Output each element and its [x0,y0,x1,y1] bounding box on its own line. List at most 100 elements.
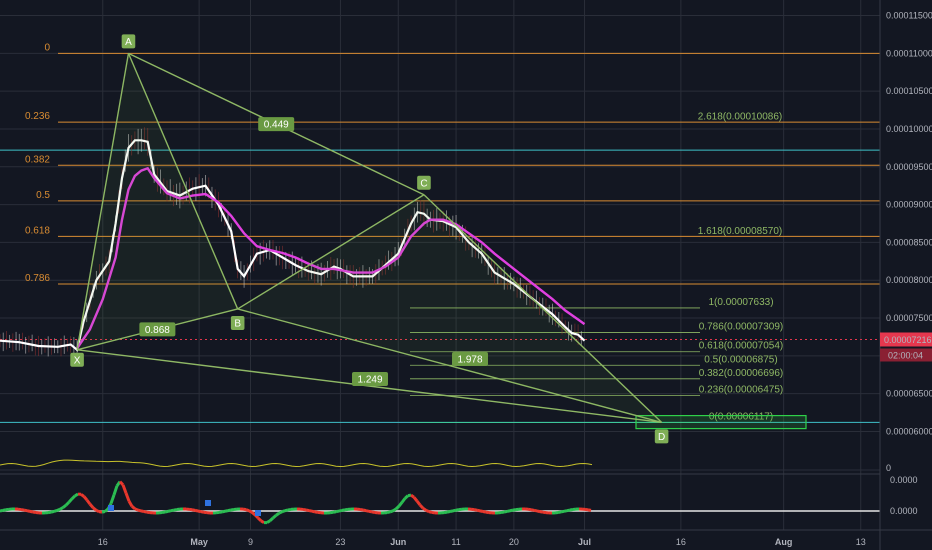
d-projection-label: 1(0.00007633) [708,297,773,308]
oscillator-segment [227,508,232,513]
ratio-label-bg [352,372,388,386]
time-axis-tick: Jun [390,537,406,547]
oscillator-panel: 0.0000 0.0000 [0,473,918,525]
point-label-x[interactable]: X [70,352,84,367]
oscillator-segment [23,508,28,513]
pattern-leg-xd[interactable] [76,349,662,424]
price-axis-tick: 0.00006000 [886,426,932,436]
d-projection-label: 0.236(0.00006475) [699,385,784,396]
d-projection-label: 0(0.00006117) [709,412,773,423]
oscillator-segment [88,503,95,509]
oscillator-segment [95,508,100,514]
oscillator-segment [82,495,89,502]
oscillator-segment [509,508,514,513]
oscillator-segment [359,508,364,512]
oscillator-segment [53,509,58,513]
oscillator-axis-tick: 0.0000 [890,506,918,516]
current-price-tag-text: 0.00007216 [884,335,932,345]
point-label-b-text: B [234,318,241,329]
pattern-leg-bd[interactable] [237,308,662,424]
oscillator-segment [425,508,430,514]
oscillator-marker [205,500,211,506]
oscillator-segment [137,508,142,513]
pattern-leg-ab[interactable] [127,53,239,310]
oscillator-segment [85,499,92,505]
fib-retracement[interactable]: 0 0.236 0.382 0.5 0.618 0.786 2.618(0.00010086… [0,42,880,423]
oscillator-segment [191,508,196,512]
ratio-label-text: 0.449 [264,120,289,131]
oscillator-segment [140,509,145,514]
oscillator-segment [271,514,278,520]
oscillator-segment [455,508,460,512]
countdown-tag-text: 02:00:04 [888,350,923,360]
pattern-leg-xa[interactable] [76,53,130,350]
oscillator-segment [332,510,337,514]
d-projection-levels[interactable]: 1(0.00007633) 0.786(0.00007309) 0.618(0.00… [410,297,807,430]
oscillator-segment [533,508,538,513]
price-line [0,139,586,352]
oscillator-segment [70,494,77,500]
oscillator-segment [557,510,562,514]
oscillator-segment [539,510,544,514]
oscillator-segment [397,501,404,508]
time-axis-tick: May [190,537,208,547]
ratio-label[interactable]: 1.249 [352,372,388,386]
countdown-tag: 02:00:04 [880,348,932,362]
oscillator-segment [32,510,37,514]
current-price-tag-bg [880,332,932,347]
oscillator-segment [569,508,574,512]
extension-label: 2.618(0.00010086) [698,111,783,122]
oscillator-segment [167,509,172,513]
oscillator-segment [161,510,166,514]
oscillator-segment [218,510,223,514]
time-axis-tick: Jul [578,537,591,547]
fib-level-label: 0.618 [25,225,50,236]
oscillator-segment [173,508,178,512]
oscillator-segment [479,509,484,513]
prz-box[interactable] [635,414,807,430]
oscillator-segment [392,507,397,513]
point-label-c[interactable]: C [417,175,431,190]
point-label-x-text: X [74,355,81,366]
price-axis-tick: 0.00008500 [886,237,932,247]
oscillator-segment [428,510,433,514]
oscillator-segment [200,510,205,514]
oscillator-segment [197,509,202,514]
point-label-c-text: C [420,178,427,189]
oscillator-segment [143,510,148,514]
volume-panel: 0 [0,459,891,473]
point-label-b-bg [230,315,245,330]
oscillator-segment [386,510,391,515]
price-series [0,127,880,360]
oscillator-marker [255,510,261,516]
point-label-d[interactable]: D [654,429,669,444]
point-label-d-bg [654,429,669,444]
oscillator-segment [266,519,271,524]
pattern-leg-cd[interactable] [423,194,663,423]
oscillator-segment [221,509,226,514]
oscillator-segment [412,496,419,502]
oscillator-segment [415,500,422,506]
ratio-label[interactable]: 0.449 [258,117,295,132]
point-label-a[interactable]: A [121,34,136,49]
oscillator-segment [112,485,119,496]
harmonic-pattern[interactable]: X A B C D 0.449 0.868 1.978 1.249 [70,34,669,444]
price-axis-tick: 0.00006500 [886,389,932,399]
oscillator-segment [56,507,61,512]
ratio-label[interactable]: 1.978 [452,352,488,366]
pattern-leg-bc[interactable] [237,194,425,310]
oscillator-segment [0,508,4,513]
price-axis-tick: 0.00010500 [886,86,932,96]
oscillator-segment [230,507,235,512]
oscillator-segment [587,508,592,512]
oscillator-segment [256,516,263,522]
point-label-b[interactable]: B [230,315,245,330]
oscillator-segment [560,509,565,514]
oscillator-segment [400,497,407,504]
oscillator-segment [278,510,283,515]
oscillator-segment [29,509,34,514]
oscillator-segment [563,509,568,513]
ratio-label[interactable]: 0.868 [139,322,176,337]
